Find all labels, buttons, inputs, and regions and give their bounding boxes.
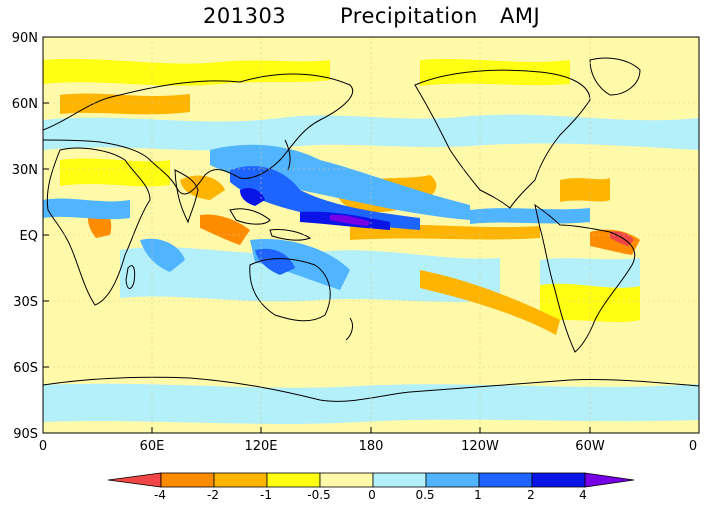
lat-labels: 90N 60N 30N EQ 30S 60S 90S <box>12 31 38 442</box>
cb-label-1: -2 <box>207 488 219 502</box>
cb-label-6: 1 <box>474 488 482 502</box>
title-variable: Precipitation <box>340 4 478 28</box>
cb-label-7: 2 <box>527 488 535 502</box>
lat-label-90s: 90S <box>13 427 38 442</box>
lon-ticks <box>42 427 700 433</box>
cb-label-8: 4 <box>579 488 587 502</box>
lon-label-0: 0 <box>39 439 47 454</box>
lon-labels: 0 60E 120E 180 120W 60W 0 <box>39 439 697 454</box>
lat-label-30n: 30N <box>12 163 38 178</box>
colorbar-segment <box>478 472 533 488</box>
title-date: 201303 <box>203 4 287 28</box>
map-title: 201303 Precipitation AMJ <box>0 4 712 34</box>
cb-label-0: -4 <box>154 488 166 502</box>
cb-label-5: 0.5 <box>415 488 434 502</box>
colorbar-arrow-low <box>107 472 162 488</box>
colorbar-segment <box>372 472 427 488</box>
lon-label-120e: 120E <box>244 439 277 454</box>
lon-label-60w: 60W <box>575 439 605 454</box>
lat-label-60s: 60S <box>13 361 38 376</box>
graticule <box>43 37 699 433</box>
colorbar-segment <box>531 472 586 488</box>
colorbar <box>107 472 635 488</box>
title-season: AMJ <box>500 4 541 28</box>
colorbar-segment <box>213 472 268 488</box>
lat-label-90n: 90N <box>12 31 38 46</box>
lat-label-60n: 60N <box>12 97 38 112</box>
lat-label-30s: 30S <box>13 295 38 310</box>
colorbar-labels: -4 -2 -1 -0.5 0 0.5 1 2 4 <box>154 488 587 502</box>
lon-label-180: 180 <box>359 439 384 454</box>
colorbar-segment <box>319 472 374 488</box>
lon-label-60e: 60E <box>140 439 165 454</box>
cb-label-4: 0 <box>368 488 376 502</box>
coastlines <box>43 57 699 402</box>
lon-label-0-east: 0 <box>689 439 697 454</box>
colorbar-segment <box>266 472 321 488</box>
lat-ticks <box>43 36 49 434</box>
colorbar-segment <box>160 472 215 488</box>
lon-label-120w: 120W <box>461 439 499 454</box>
lat-label-eq: EQ <box>20 229 38 244</box>
colorbar-segment <box>425 472 480 488</box>
colorbar-arrow-high <box>584 472 635 488</box>
cb-label-3: -0.5 <box>307 488 330 502</box>
cb-label-2: -1 <box>260 488 272 502</box>
